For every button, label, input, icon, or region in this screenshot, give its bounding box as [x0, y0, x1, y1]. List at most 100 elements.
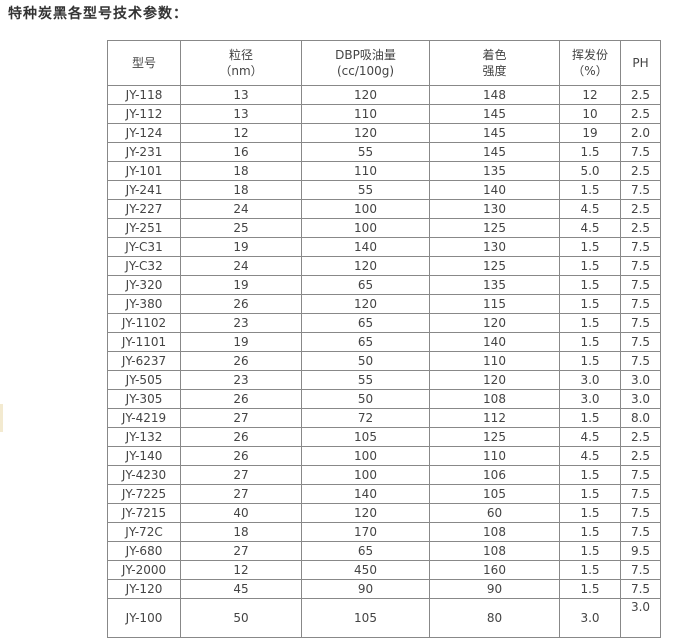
cell-ph: 7.5 — [620, 275, 661, 295]
edge-decoration — [0, 404, 3, 432]
header-text: 强度 — [482, 64, 507, 78]
cell-ph: 9.5 — [620, 541, 661, 561]
cell-particle-size: 26 — [180, 389, 302, 409]
cell-tint-strength: 110 — [429, 351, 560, 371]
cell-model: JY-101 — [107, 161, 181, 181]
cell-volatile: 1.5 — [559, 237, 621, 257]
table-row: JY-140 26 100 110 4.5 2.5 — [107, 446, 661, 466]
cell-ph: 2.5 — [620, 446, 661, 466]
carbon-black-spec-table: 型号 粒径 （nm） DBP吸油量 (cc/100g) 着色 强度 挥发份 （%） PH… — [107, 40, 661, 638]
cell-dbp: 55 — [301, 370, 430, 390]
cell-volatile: 1.5 — [559, 294, 621, 314]
cell-volatile: 3.0 — [559, 370, 621, 390]
cell-dbp: 100 — [301, 218, 430, 238]
cell-ph: 3.0 — [620, 598, 661, 638]
cell-model: JY-120 — [107, 579, 181, 599]
cell-ph: 3.0 — [620, 389, 661, 409]
cell-model: JY-4219 — [107, 408, 181, 428]
cell-model: JY-305 — [107, 389, 181, 409]
cell-dbp: 100 — [301, 199, 430, 219]
cell-dbp: 100 — [301, 446, 430, 466]
cell-ph: 2.5 — [620, 85, 661, 105]
cell-dbp: 120 — [301, 85, 430, 105]
cell-model: JY-6237 — [107, 351, 181, 371]
cell-volatile: 1.5 — [559, 275, 621, 295]
table-row: JY-380 26 120 115 1.5 7.5 — [107, 294, 661, 314]
cell-particle-size: 27 — [180, 408, 302, 428]
table-row: JY-C31 19 140 130 1.5 7.5 — [107, 237, 661, 257]
cell-model: JY-124 — [107, 123, 181, 143]
table-row: JY-124 12 120 145 19 2.0 — [107, 123, 661, 143]
cell-particle-size: 19 — [180, 275, 302, 295]
cell-model: JY-100 — [107, 598, 181, 638]
cell-model: JY-C32 — [107, 256, 181, 276]
cell-ph: 7.5 — [620, 142, 661, 162]
cell-ph: 7.5 — [620, 256, 661, 276]
cell-volatile: 1.5 — [559, 180, 621, 200]
cell-dbp: 105 — [301, 598, 430, 638]
cell-tint-strength: 108 — [429, 541, 560, 561]
header-volatile: 挥发份 （%） — [559, 40, 621, 86]
table-row: JY-100 50 105 80 3.0 3.0 — [107, 598, 661, 638]
cell-particle-size: 16 — [180, 142, 302, 162]
cell-model: JY-320 — [107, 275, 181, 295]
cell-ph: 7.5 — [620, 237, 661, 257]
cell-particle-size: 27 — [180, 465, 302, 485]
table-row: JY-4230 27 100 106 1.5 7.5 — [107, 465, 661, 485]
cell-volatile: 4.5 — [559, 427, 621, 447]
table-row: JY-1102 23 65 120 1.5 7.5 — [107, 313, 661, 333]
cell-particle-size: 13 — [180, 104, 302, 124]
cell-ph: 2.5 — [620, 199, 661, 219]
cell-ph: 7.5 — [620, 484, 661, 504]
cell-tint-strength: 135 — [429, 275, 560, 295]
cell-model: JY-112 — [107, 104, 181, 124]
table-row: JY-505 23 55 120 3.0 3.0 — [107, 370, 661, 390]
cell-dbp: 65 — [301, 332, 430, 352]
cell-particle-size: 45 — [180, 579, 302, 599]
cell-particle-size: 18 — [180, 161, 302, 181]
cell-ph: 8.0 — [620, 408, 661, 428]
cell-ph: 7.5 — [620, 522, 661, 542]
cell-dbp: 120 — [301, 256, 430, 276]
header-particle-size: 粒径 （nm） — [180, 40, 302, 86]
cell-particle-size: 26 — [180, 427, 302, 447]
cell-tint-strength: 135 — [429, 161, 560, 181]
cell-tint-strength: 110 — [429, 446, 560, 466]
cell-particle-size: 25 — [180, 218, 302, 238]
cell-tint-strength: 145 — [429, 104, 560, 124]
cell-volatile: 10 — [559, 104, 621, 124]
cell-particle-size: 50 — [180, 598, 302, 638]
table-row: JY-7215 40 120 60 1.5 7.5 — [107, 503, 661, 523]
cell-model: JY-1101 — [107, 332, 181, 352]
cell-model: JY-241 — [107, 180, 181, 200]
cell-particle-size: 40 — [180, 503, 302, 523]
cell-volatile: 3.0 — [559, 598, 621, 638]
cell-volatile: 19 — [559, 123, 621, 143]
header-text: 型号 — [131, 56, 156, 70]
cell-tint-strength: 120 — [429, 370, 560, 390]
cell-model: JY-118 — [107, 85, 181, 105]
table-header-row: 型号 粒径 （nm） DBP吸油量 (cc/100g) 着色 强度 挥发份 （%） PH — [107, 40, 661, 86]
cell-model: JY-1102 — [107, 313, 181, 333]
cell-ph: 7.5 — [620, 503, 661, 523]
cell-model: JY-7225 — [107, 484, 181, 504]
cell-volatile: 1.5 — [559, 408, 621, 428]
cell-particle-size: 26 — [180, 446, 302, 466]
cell-model: JY-505 — [107, 370, 181, 390]
cell-ph: 7.5 — [620, 579, 661, 599]
cell-volatile: 4.5 — [559, 199, 621, 219]
cell-particle-size: 23 — [180, 313, 302, 333]
table-row: JY-231 16 55 145 1.5 7.5 — [107, 142, 661, 162]
cell-volatile: 1.5 — [559, 313, 621, 333]
cell-tint-strength: 130 — [429, 199, 560, 219]
cell-dbp: 170 — [301, 522, 430, 542]
cell-model: JY-251 — [107, 218, 181, 238]
cell-tint-strength: 125 — [429, 218, 560, 238]
cell-tint-strength: 90 — [429, 579, 560, 599]
cell-model: JY-227 — [107, 199, 181, 219]
table-row: JY-320 19 65 135 1.5 7.5 — [107, 275, 661, 295]
cell-model: JY-C31 — [107, 237, 181, 257]
cell-tint-strength: 108 — [429, 522, 560, 542]
cell-ph: 7.5 — [620, 351, 661, 371]
cell-particle-size: 23 — [180, 370, 302, 390]
